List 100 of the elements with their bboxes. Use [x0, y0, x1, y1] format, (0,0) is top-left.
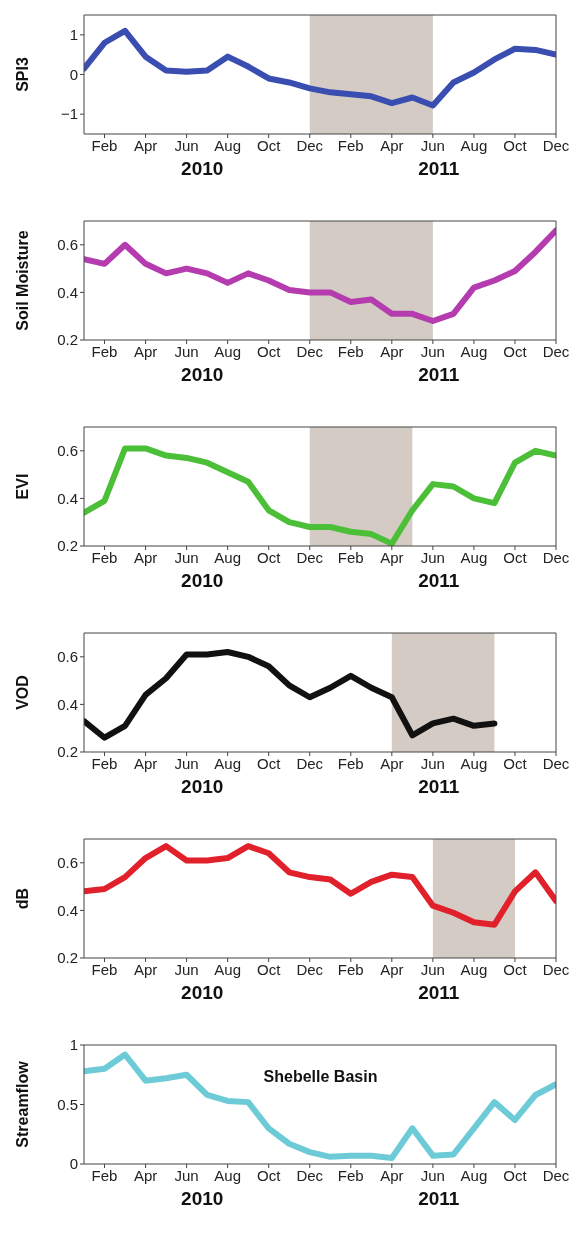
x-tick-label: Oct	[257, 754, 282, 772]
x-tick-label: Aug	[214, 342, 241, 360]
x-tick-label: Dec	[542, 342, 570, 360]
y-tick-label: 1	[69, 26, 78, 44]
x-tick-label: Apr	[380, 754, 404, 772]
x-tick-label: Apr	[380, 342, 404, 360]
x-tick-label: Feb	[337, 548, 364, 566]
x-tick-label: Aug	[214, 754, 241, 772]
text: 2011	[417, 364, 461, 386]
x-tick-label: Aug	[460, 1166, 488, 1184]
x-tick-label: Jun	[174, 1166, 199, 1184]
y-tick-label: 0.2	[57, 331, 78, 349]
y-tick-label: 0.4	[57, 695, 78, 713]
x-tick-label: Jun	[174, 754, 199, 772]
y-tick-label: 0	[69, 65, 78, 83]
y-axis-title: EVI	[13, 473, 31, 500]
text: 2010	[180, 982, 225, 1004]
x-tick-label: Dec	[542, 960, 570, 978]
text: 2010	[180, 776, 225, 798]
y-tick-label: 0.4	[57, 901, 78, 919]
x-tick-label: Aug	[214, 548, 241, 566]
y-axis-title: Streamflow	[13, 1060, 31, 1148]
y-tick-label: −1	[60, 105, 78, 123]
y-axis-title: dB	[13, 887, 31, 910]
y-axis-title: Soil Moisture	[13, 230, 31, 331]
text: 2011	[417, 982, 461, 1004]
x-tick-label: Feb	[91, 960, 118, 978]
x-tick-label: Dec	[296, 548, 324, 566]
x-tick-label: Jun	[420, 548, 445, 566]
x-tick-label: Oct	[257, 548, 282, 566]
x-tick-label: Jun	[174, 960, 199, 978]
x-tick-label: Aug	[214, 136, 241, 154]
x-tick-label: Oct	[257, 136, 282, 154]
y-tick-label: 0.5	[57, 1095, 78, 1113]
x-tick-label: Feb	[91, 342, 118, 360]
x-tick-label: Aug	[460, 960, 488, 978]
y-tick-label: 0.6	[57, 442, 78, 460]
x-tick-label: Jun	[420, 960, 445, 978]
x-tick-label: Feb	[91, 136, 118, 154]
x-tick-label: Dec	[296, 754, 324, 772]
text: Shebelle Basin	[262, 1068, 379, 1086]
x-tick-label: Feb	[337, 342, 364, 360]
x-tick-label: Apr	[380, 136, 404, 154]
text: 2011	[417, 570, 461, 592]
x-tick-label: Feb	[337, 136, 364, 154]
x-tick-label: Oct	[257, 342, 282, 360]
x-tick-label: Apr	[133, 1166, 158, 1184]
text: 2011	[417, 1188, 461, 1210]
x-tick-label: Oct	[503, 342, 528, 360]
y-axis-title: VOD	[13, 675, 31, 710]
x-tick-label: Feb	[91, 754, 118, 772]
x-tick-label: Dec	[296, 136, 324, 154]
x-tick-label: Oct	[503, 1166, 528, 1184]
y-tick-label: 0.4	[57, 283, 78, 301]
x-tick-label: Feb	[337, 754, 364, 772]
text: 2010	[180, 364, 225, 386]
x-tick-label: Jun	[174, 548, 199, 566]
y-tick-label: 0.2	[57, 743, 78, 761]
x-tick-label: Dec	[296, 960, 324, 978]
y-tick-label: 0.2	[57, 537, 78, 555]
x-tick-label: Jun	[420, 342, 445, 360]
y-tick-label: 0.6	[57, 854, 78, 872]
x-tick-label: Jun	[420, 754, 445, 772]
text: 2010	[180, 570, 225, 592]
x-tick-label: Oct	[257, 960, 282, 978]
y-tick-label: 1	[69, 1036, 78, 1054]
y-tick-label: 0.6	[57, 236, 78, 254]
y-tick-label: 0.2	[57, 949, 78, 967]
x-tick-label: Dec	[296, 342, 324, 360]
x-tick-label: Jun	[420, 1166, 445, 1184]
x-tick-label: Aug	[460, 342, 488, 360]
x-tick-label: Aug	[460, 754, 488, 772]
x-tick-label: Feb	[91, 1166, 118, 1184]
text: 2011	[417, 776, 461, 798]
x-tick-label: Oct	[503, 136, 528, 154]
y-tick-label: 0	[69, 1155, 78, 1173]
x-tick-label: Feb	[337, 1166, 364, 1184]
x-tick-label: Feb	[91, 548, 118, 566]
x-tick-label: Dec	[542, 754, 570, 772]
x-tick-label: Dec	[542, 136, 570, 154]
y-tick-label: 0.4	[57, 489, 78, 507]
y-axis-title: SPI3	[13, 57, 31, 92]
x-tick-label: Dec	[542, 1166, 570, 1184]
x-tick-label: Aug	[214, 1166, 241, 1184]
x-tick-label: Apr	[133, 136, 158, 154]
x-tick-label: Jun	[174, 136, 199, 154]
x-tick-label: Oct	[257, 1166, 282, 1184]
x-tick-label: Apr	[133, 754, 158, 772]
x-tick-label: Jun	[420, 136, 445, 154]
text: 2011	[417, 158, 461, 180]
x-tick-label: Apr	[133, 342, 158, 360]
x-tick-label: Aug	[460, 548, 488, 566]
text: 2010	[180, 158, 225, 180]
x-tick-label: Aug	[214, 960, 241, 978]
x-tick-label: Aug	[460, 136, 488, 154]
x-tick-label: Dec	[296, 1166, 324, 1184]
x-tick-label: Apr	[380, 1166, 404, 1184]
x-tick-label: Jun	[174, 342, 199, 360]
text: 2010	[180, 1188, 225, 1210]
x-tick-label: Feb	[337, 960, 364, 978]
